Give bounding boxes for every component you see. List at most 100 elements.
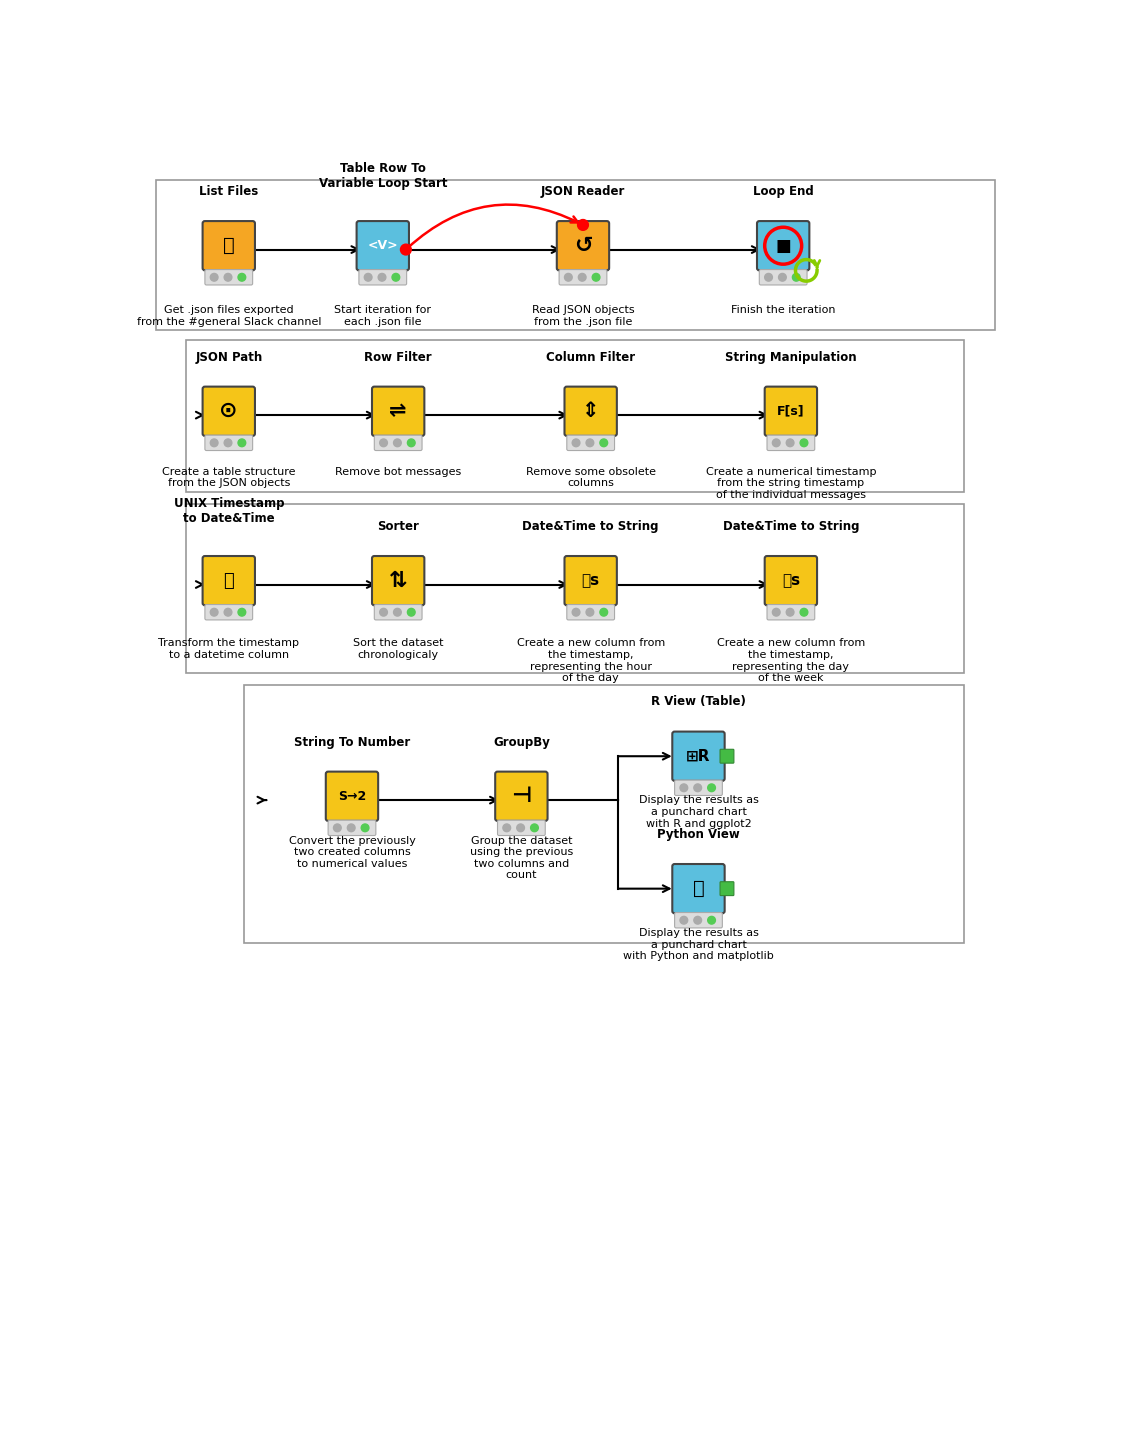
Text: List Files: List Files bbox=[199, 186, 259, 198]
Text: JSON Path: JSON Path bbox=[195, 351, 262, 364]
FancyBboxPatch shape bbox=[567, 436, 615, 450]
FancyBboxPatch shape bbox=[765, 557, 817, 605]
Text: Create a new column from
the timestamp,
representing the day
of the week: Create a new column from the timestamp, … bbox=[716, 638, 864, 683]
FancyBboxPatch shape bbox=[374, 436, 421, 450]
FancyBboxPatch shape bbox=[372, 387, 425, 436]
Circle shape bbox=[224, 439, 232, 447]
FancyBboxPatch shape bbox=[357, 221, 409, 270]
Circle shape bbox=[238, 273, 245, 282]
Text: UNIX Timestamp
to Date&Time: UNIX Timestamp to Date&Time bbox=[174, 498, 284, 525]
Text: String To Number: String To Number bbox=[294, 735, 410, 749]
Text: Loop End: Loop End bbox=[753, 186, 814, 198]
Circle shape bbox=[792, 273, 800, 282]
FancyBboxPatch shape bbox=[720, 881, 733, 896]
Text: Create a table structure
from the JSON objects: Create a table structure from the JSON o… bbox=[162, 467, 296, 489]
FancyBboxPatch shape bbox=[497, 820, 546, 835]
FancyBboxPatch shape bbox=[205, 436, 253, 450]
FancyBboxPatch shape bbox=[244, 684, 964, 942]
FancyBboxPatch shape bbox=[765, 387, 817, 436]
Circle shape bbox=[600, 439, 608, 447]
Text: Create a numerical timestamp
from the string timestamp
of the individual message: Create a numerical timestamp from the st… bbox=[705, 467, 876, 500]
Circle shape bbox=[380, 439, 388, 447]
Text: Python View: Python View bbox=[658, 828, 740, 841]
Circle shape bbox=[680, 916, 688, 925]
FancyBboxPatch shape bbox=[328, 820, 376, 835]
Text: ⌚: ⌚ bbox=[224, 572, 234, 590]
Text: S→2: S→2 bbox=[338, 789, 366, 802]
Circle shape bbox=[210, 608, 218, 615]
Text: Remove some obsolete
columns: Remove some obsolete columns bbox=[525, 467, 655, 489]
Circle shape bbox=[379, 273, 385, 282]
Circle shape bbox=[707, 784, 715, 792]
Text: R View (Table): R View (Table) bbox=[651, 696, 746, 709]
Text: Column Filter: Column Filter bbox=[546, 351, 635, 364]
Text: Start iteration for
each .json file: Start iteration for each .json file bbox=[334, 305, 432, 326]
Text: F[s]: F[s] bbox=[777, 404, 805, 418]
FancyBboxPatch shape bbox=[186, 341, 964, 492]
Text: ⇅: ⇅ bbox=[389, 571, 408, 591]
Text: ⏱s: ⏱s bbox=[582, 574, 600, 588]
Text: Display the results as
a punchard chart
with Python and matplotlib: Display the results as a punchard chart … bbox=[623, 928, 774, 961]
Text: Create a new column from
the timestamp,
representing the hour
of the day: Create a new column from the timestamp, … bbox=[516, 638, 664, 683]
Circle shape bbox=[565, 273, 572, 282]
FancyBboxPatch shape bbox=[672, 864, 724, 913]
FancyBboxPatch shape bbox=[325, 772, 379, 821]
FancyBboxPatch shape bbox=[767, 436, 815, 450]
Circle shape bbox=[779, 273, 786, 282]
Circle shape bbox=[707, 916, 715, 925]
Circle shape bbox=[786, 439, 794, 447]
Text: ↺: ↺ bbox=[574, 236, 592, 256]
Circle shape bbox=[333, 824, 341, 831]
Circle shape bbox=[680, 784, 688, 792]
Circle shape bbox=[786, 608, 794, 615]
Text: Sort the dataset
chronologicaly: Sort the dataset chronologicaly bbox=[353, 638, 443, 660]
Text: ⊙: ⊙ bbox=[219, 401, 238, 421]
Circle shape bbox=[773, 439, 780, 447]
Circle shape bbox=[393, 608, 401, 615]
Circle shape bbox=[224, 608, 232, 615]
Circle shape bbox=[800, 608, 808, 615]
Circle shape bbox=[773, 608, 780, 615]
Circle shape bbox=[572, 608, 580, 615]
FancyBboxPatch shape bbox=[156, 180, 994, 331]
Text: GroupBy: GroupBy bbox=[493, 735, 550, 749]
Circle shape bbox=[408, 608, 415, 615]
Text: ⏱s: ⏱s bbox=[782, 574, 800, 588]
Circle shape bbox=[600, 608, 608, 615]
Circle shape bbox=[694, 784, 702, 792]
Text: Finish the iteration: Finish the iteration bbox=[731, 305, 835, 315]
FancyBboxPatch shape bbox=[495, 772, 548, 821]
FancyBboxPatch shape bbox=[202, 557, 255, 605]
FancyBboxPatch shape bbox=[205, 604, 253, 620]
Circle shape bbox=[572, 439, 580, 447]
Text: Table Row To
Variable Loop Start: Table Row To Variable Loop Start bbox=[319, 162, 447, 190]
FancyBboxPatch shape bbox=[565, 387, 617, 436]
FancyBboxPatch shape bbox=[672, 732, 724, 781]
Circle shape bbox=[694, 916, 702, 925]
Circle shape bbox=[503, 824, 511, 831]
Circle shape bbox=[224, 273, 232, 282]
FancyBboxPatch shape bbox=[759, 269, 807, 285]
Circle shape bbox=[400, 244, 411, 255]
Circle shape bbox=[362, 824, 368, 831]
FancyBboxPatch shape bbox=[374, 604, 421, 620]
Circle shape bbox=[765, 273, 773, 282]
FancyBboxPatch shape bbox=[359, 269, 407, 285]
Circle shape bbox=[392, 273, 400, 282]
Circle shape bbox=[364, 273, 372, 282]
Circle shape bbox=[393, 439, 401, 447]
Text: Date&Time to String: Date&Time to String bbox=[522, 521, 659, 533]
Circle shape bbox=[592, 273, 600, 282]
FancyBboxPatch shape bbox=[559, 269, 607, 285]
Circle shape bbox=[210, 439, 218, 447]
Circle shape bbox=[577, 220, 589, 230]
FancyBboxPatch shape bbox=[205, 269, 253, 285]
FancyBboxPatch shape bbox=[567, 604, 615, 620]
Circle shape bbox=[380, 608, 388, 615]
Text: Display the results as
a punchard chart
with R and ggplot2: Display the results as a punchard chart … bbox=[638, 795, 758, 828]
Text: Get .json files exported
from the #general Slack channel: Get .json files exported from the #gener… bbox=[137, 305, 321, 326]
Circle shape bbox=[800, 439, 808, 447]
Text: ⇌: ⇌ bbox=[390, 401, 407, 421]
FancyBboxPatch shape bbox=[565, 557, 617, 605]
Text: ⇕: ⇕ bbox=[582, 401, 599, 421]
